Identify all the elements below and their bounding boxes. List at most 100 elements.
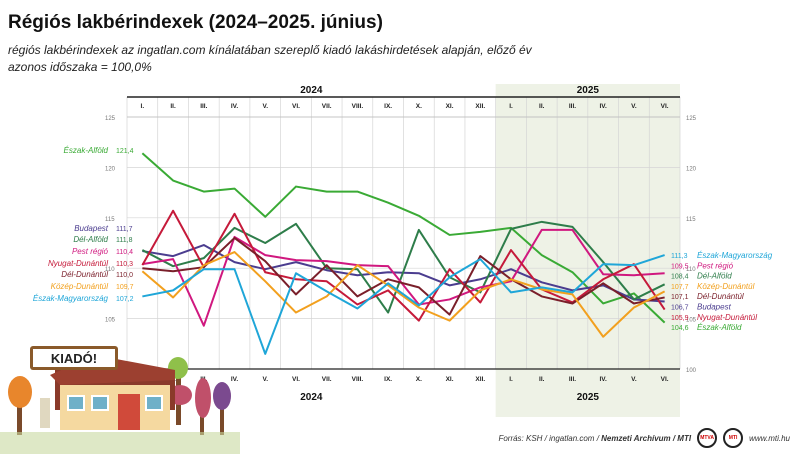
end-label-value: 109,5 [671,263,689,270]
house-illustration: KIADÓ! [0,346,240,454]
month-label-top: I. [509,103,513,110]
house-window [67,395,85,411]
start-label-name: Pest régió [72,247,109,256]
end-label-name: Közép-Dunántúl [697,282,755,291]
end-label-value: 105,9 [671,315,689,322]
end-label-name: Budapest [697,303,732,312]
month-label-bottom: VIII. [352,376,364,383]
y-tick-label-right: 125 [686,116,697,122]
month-label-top: VIII. [352,103,364,110]
month-label-bottom: VI. [661,376,669,383]
start-label-value: 121,4 [116,148,134,155]
series-line-észak-magyarország [142,254,665,355]
series-line-dél-alföld [141,220,666,314]
month-label-top: IX. [384,103,392,110]
tree-trunk [17,395,22,435]
source-text: Forrás: KSH / ingatlan.com / Nemzeti Arc… [498,434,691,443]
end-label-value: 111,3 [671,253,688,260]
month-label-top: VI. [292,103,300,110]
month-label-bottom: V. [262,376,268,383]
end-label-name: Dél-Dunántúl [697,292,744,301]
end-label-value: 107,7 [671,284,689,291]
fence [40,398,50,428]
ground [0,432,240,454]
month-label-top: V. [262,103,268,110]
source-bold: Nemzeti Archívum / MTI [601,433,692,443]
start-label-value: 111,8 [116,237,133,244]
month-label-top: XI. [446,103,454,110]
y-tick-label-left: 110 [105,267,115,273]
y-tick-label-left: 115 [105,217,115,223]
month-label-bottom: IV. [600,376,608,383]
start-label-value: 107,2 [116,296,134,303]
kiado-sign-face [33,349,115,367]
start-label-name: Dél-Dunántúl [61,270,108,279]
month-label-bottom: IV. [231,376,239,383]
y-tick-label-right: 120 [686,166,697,172]
month-label-top: IV. [231,103,239,110]
month-label-top: VII. [322,103,332,110]
source-prefix: Forrás: KSH / ingatlan.com / [498,433,602,443]
start-label-name: Észak-Magyarország [33,294,109,303]
end-label-name: Észak-Alföld [697,323,742,332]
start-label-value: 109,7 [116,284,134,291]
month-label-top: II. [170,103,176,110]
y-tick-label-right: 100 [686,368,697,374]
tree-crown-orange [8,376,32,408]
end-label-value: 107,1 [671,294,689,301]
month-label-top: V. [631,103,637,110]
month-label-top: III. [200,103,207,110]
month-label-bottom: X. [416,376,422,383]
start-label-name: Dél-Alföld [73,235,108,244]
month-label-bottom: III. [569,376,576,383]
footer: Forrás: KSH / ingatlan.com / Nemzeti Arc… [498,428,790,448]
tree-trunk [220,395,224,435]
y-tick-label-left: 125 [105,116,116,122]
house-window [145,395,163,411]
mtva-logo-icon: MTVA [697,428,718,448]
y-tick-label-left: 105 [105,318,116,324]
month-label-top: XII. [475,103,485,110]
plot-area: 1001001051051101101151151201201251252024… [33,84,773,417]
month-label-bottom: VII. [322,376,332,383]
month-label-bottom: XI. [446,376,454,383]
month-label-top: I. [141,103,145,110]
start-label-name: Közép-Dunántúl [51,282,109,291]
y-tick-label-right: 110 [686,267,696,273]
end-label-name: Észak-Magyarország [697,251,773,260]
month-label-top: X. [416,103,422,110]
start-label-value: 111,7 [116,226,133,233]
start-label-name: Budapest [74,224,109,233]
house-door [118,394,140,430]
series-line-pest régió [142,228,665,327]
start-label-value: 110,3 [116,261,133,268]
series-line-nyugat-dunántúl [141,209,666,322]
house-window [91,395,109,411]
footer-url[interactable]: www.mti.hu [749,433,790,443]
series-line-észak-alföld [141,152,666,324]
end-label-name: Pest régió [697,261,734,270]
month-label-bottom: V. [631,376,637,383]
end-label-value: 108,4 [671,274,689,281]
y-tick-label-right: 105 [686,318,697,324]
month-label-bottom: VI. [292,376,300,383]
month-label-top: VI. [661,103,669,110]
start-label-name: Észak-Alföld [64,146,109,155]
y-tick-label-right: 115 [686,217,696,223]
end-label-name: Dél-Alföld [697,272,732,281]
month-label-bottom: XII. [475,376,485,383]
month-label-bottom: I. [509,376,513,383]
month-label-bottom: II. [539,376,545,383]
year-label-bottom: 2024 [300,392,323,403]
month-label-bottom: IX. [384,376,392,383]
month-label-top: III. [569,103,576,110]
series-line-közép-dunántúl [141,251,666,338]
month-label-top: II. [539,103,545,110]
start-label-value: 110,4 [116,249,133,256]
mti-logo-icon: MTI [723,428,744,448]
year-label-top: 2024 [300,85,323,96]
month-label-top: IV. [600,103,608,110]
end-label-value: 104,6 [671,325,689,332]
end-label-value: 106,7 [671,305,689,312]
